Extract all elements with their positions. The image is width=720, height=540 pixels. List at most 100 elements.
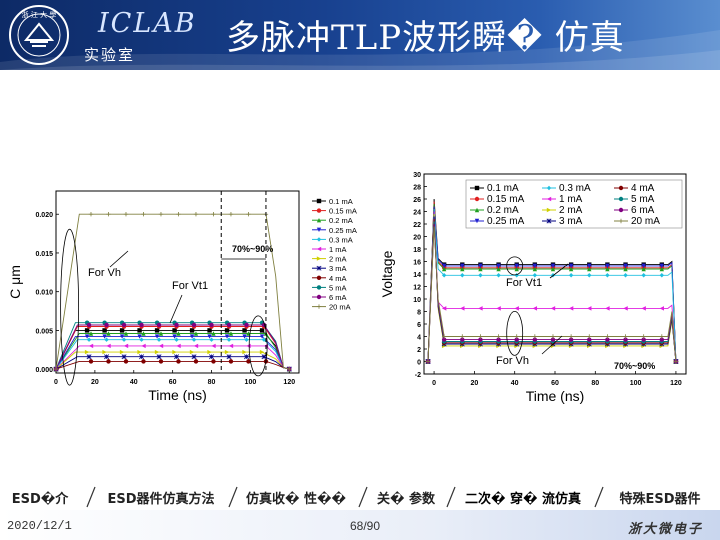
chart2-plot-area: 0 20 40 60 80 100 120-202468101214161820222426… xyxy=(382,172,687,404)
data-point xyxy=(189,349,195,355)
data-point xyxy=(88,212,94,217)
data-point xyxy=(211,212,216,217)
data-point xyxy=(176,359,181,364)
legend-label: 4 mA xyxy=(329,274,347,283)
data-point xyxy=(623,263,628,269)
data-point xyxy=(478,263,483,269)
data-point xyxy=(193,343,199,349)
data-point xyxy=(587,334,592,339)
data-point xyxy=(156,337,162,342)
y-tick-label: 0.020 xyxy=(35,212,53,219)
data-point xyxy=(441,306,447,311)
legend-marker xyxy=(316,198,322,204)
data-point xyxy=(137,328,142,333)
data-point xyxy=(641,306,646,311)
data-point xyxy=(139,354,145,360)
data-point xyxy=(88,343,94,349)
data-point xyxy=(659,337,665,342)
data-point xyxy=(478,266,483,272)
data-point xyxy=(496,266,501,272)
data-point xyxy=(207,328,212,333)
chart-voltage: 0 20 40 60 80 100 120-202468101214161820222426… xyxy=(382,172,687,404)
y-tick-label: 30 xyxy=(413,172,421,179)
data-point xyxy=(226,337,232,342)
data-point xyxy=(211,343,216,349)
data-point xyxy=(514,337,519,342)
y-tick-label: 6 xyxy=(417,322,421,329)
legend-marker xyxy=(316,208,322,213)
x-axis-label: Time (ns) xyxy=(148,387,207,403)
nav-tab-esd-sim-method[interactable]: ESD器件仿真方法 xyxy=(107,491,215,507)
nav-tab-secondary-breakdown[interactable]: 二次� 穿� 流仿真 xyxy=(465,491,581,507)
legend-label: 0.15 mA xyxy=(329,207,357,216)
data-point xyxy=(88,359,94,364)
y-tick-label: 20 xyxy=(413,235,421,242)
data-point xyxy=(587,266,592,272)
data-point xyxy=(441,266,447,272)
legend-marker xyxy=(316,227,322,232)
data-point xyxy=(246,359,251,364)
annotation-vh: For Vh xyxy=(496,355,529,367)
nav-tab-sim-convergence[interactable]: 仿真收� 性�� xyxy=(246,491,346,507)
data-point xyxy=(532,334,538,339)
data-point xyxy=(460,273,465,278)
slide-header: 浙 江 大 學 ICLAB 实验室 多脉冲TLP波形瞬� 仿真 xyxy=(0,0,720,70)
data-point xyxy=(659,306,665,311)
annotation-arrow-vh xyxy=(541,335,563,355)
nav-tab-key-params[interactable]: 关� 参数 xyxy=(377,491,435,507)
data-point xyxy=(228,212,234,217)
x-tick-label: 40 xyxy=(130,379,138,386)
data-point xyxy=(228,359,234,364)
data-point xyxy=(172,349,177,355)
legend-label: 6 mA xyxy=(631,205,655,216)
data-point xyxy=(189,334,195,339)
data-point xyxy=(623,266,628,272)
chart-legend: 0.1 mA0.15 mA0.2 mA0.25 mA0.3 mA1 mA2 mA… xyxy=(465,179,683,229)
data-point xyxy=(605,334,610,339)
data-point xyxy=(568,334,574,339)
data-point xyxy=(550,334,556,339)
data-point xyxy=(228,343,234,349)
data-point xyxy=(158,359,164,364)
y-tick-label: 0.005 xyxy=(35,328,53,335)
x-tick-label: 120 xyxy=(670,380,682,387)
data-point xyxy=(587,263,592,269)
data-point xyxy=(224,328,230,333)
nav-separator-1 xyxy=(86,486,96,508)
legend-marker xyxy=(316,237,322,242)
data-point xyxy=(121,322,127,328)
x-tick-label: 60 xyxy=(551,380,559,387)
data-point xyxy=(119,334,125,339)
data-point xyxy=(587,337,592,342)
data-point xyxy=(514,334,519,339)
data-point xyxy=(174,322,179,328)
x-tick-label: 40 xyxy=(511,380,519,387)
legend-marker xyxy=(618,185,624,191)
data-point xyxy=(242,328,247,333)
nav-tab-esd-intro[interactable]: ESD�介 xyxy=(11,491,69,507)
data-point xyxy=(191,337,197,342)
data-point xyxy=(587,306,592,311)
data-point xyxy=(172,334,177,339)
legend-label: 20 mA xyxy=(329,303,351,312)
annotation-arrow-vh xyxy=(109,250,129,268)
data-point xyxy=(623,306,628,311)
data-point xyxy=(53,366,59,372)
data-point xyxy=(106,212,111,217)
data-point xyxy=(102,328,107,333)
data-point xyxy=(88,331,94,336)
annotation-arrow-vt1 xyxy=(549,263,569,279)
data-point xyxy=(441,334,447,339)
data-point xyxy=(176,212,181,217)
data-point xyxy=(460,337,465,342)
y-tick-label: 16 xyxy=(413,260,421,267)
data-point xyxy=(587,273,592,278)
data-point xyxy=(496,306,501,311)
nav-tab-special-esd[interactable]: 特殊ESD器件 xyxy=(619,491,701,507)
data-point xyxy=(460,334,465,339)
data-point xyxy=(106,359,111,364)
chart-legend: 0.1 mA0.15 mA0.2 mA0.25 mA0.3 mA1 mA2 mA… xyxy=(312,197,357,312)
data-point xyxy=(478,337,483,342)
x-tick-label: 60 xyxy=(169,379,177,386)
data-point xyxy=(496,337,501,342)
